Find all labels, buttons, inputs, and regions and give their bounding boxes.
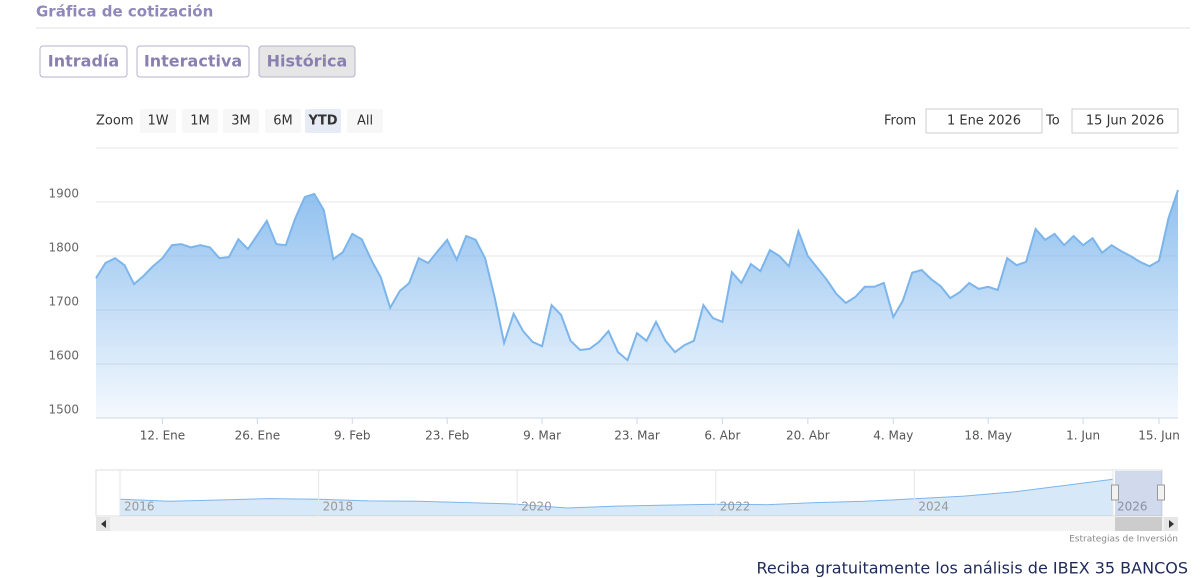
tab-button[interactable] [258,45,356,78]
zoom-button-label: 1W [147,114,168,129]
to-value: 15 Jun 2026 [1086,114,1164,129]
scroll-thumb[interactable] [1115,517,1162,531]
x-tick-label: 9. Mar [523,429,561,443]
to-label: To [1045,114,1060,129]
scrollbar[interactable] [96,517,1178,531]
x-tick-label: 18. May [964,429,1012,443]
x-tick-label: 15. Jun [1138,429,1180,443]
arrow-right [1169,520,1174,528]
zoom-button[interactable] [140,109,176,133]
zoom-button[interactable] [182,109,218,133]
from-value: 1 Ene 2026 [947,114,1021,129]
zoom-button[interactable] [223,109,259,133]
zoom-button[interactable] [265,109,301,133]
price-area [96,190,1178,418]
x-tick-label: 1. Jun [1066,429,1100,443]
navigator-line [119,478,1114,509]
navigator-handle[interactable] [1111,484,1119,501]
zoom-button-label: 1M [190,114,210,129]
navigator-label: 2024 [918,500,949,514]
y-tick-label: 1800 [48,241,79,255]
x-tick-label: 12. Ene [140,429,185,443]
zoom-label: Zoom [96,114,133,129]
navigator-label: 2016 [124,500,155,514]
credit: Estrategias de Inversión [1069,534,1178,545]
zoom-button-label: YTD [307,114,337,129]
tab-button[interactable] [39,45,128,78]
zoom-button-label: 3M [231,114,251,129]
footer-link[interactable]: Reciba gratuitamente los análisis de IBE… [757,559,1188,578]
navigator-handle[interactable] [1157,484,1165,501]
x-tick-label: 23. Feb [425,429,469,443]
navigator-label: 2018 [323,500,354,514]
from-input[interactable] [925,108,1043,134]
x-tick-label: 6. Abr [704,429,740,443]
y-tick-label: 1900 [48,187,79,201]
tab-label: Histórica [267,52,348,71]
navigator-label: 2020 [521,500,552,514]
tab-button[interactable] [136,45,250,78]
zoom-button[interactable] [347,109,383,133]
navigator-selection[interactable] [1115,471,1162,516]
navigator-area [120,479,1113,516]
x-tick-label: 4. May [873,429,913,443]
navigator-label: 2022 [720,500,751,514]
zoom-button[interactable] [305,109,341,133]
tab-label: Intradía [48,52,119,71]
navigator-label: 2026 [1117,500,1148,514]
zoom-button-label: 6M [273,114,293,129]
from-label: From [884,114,916,129]
y-tick-label: 1700 [48,295,79,309]
arrow-left [101,520,106,528]
to-input[interactable] [1071,108,1179,134]
x-tick-label: 23. Mar [614,429,660,443]
x-tick-label: 26. Ene [235,429,280,443]
x-tick-label: 9. Feb [334,429,371,443]
tab-label: Interactiva [144,52,242,71]
zoom-button-label: All [357,114,373,129]
x-tick-label: 20. Abr [786,429,830,443]
section-title: Gráfica de cotización [36,3,213,21]
y-tick-label: 1500 [48,403,79,417]
y-tick-label: 1600 [48,349,79,363]
price-line [95,189,1179,362]
